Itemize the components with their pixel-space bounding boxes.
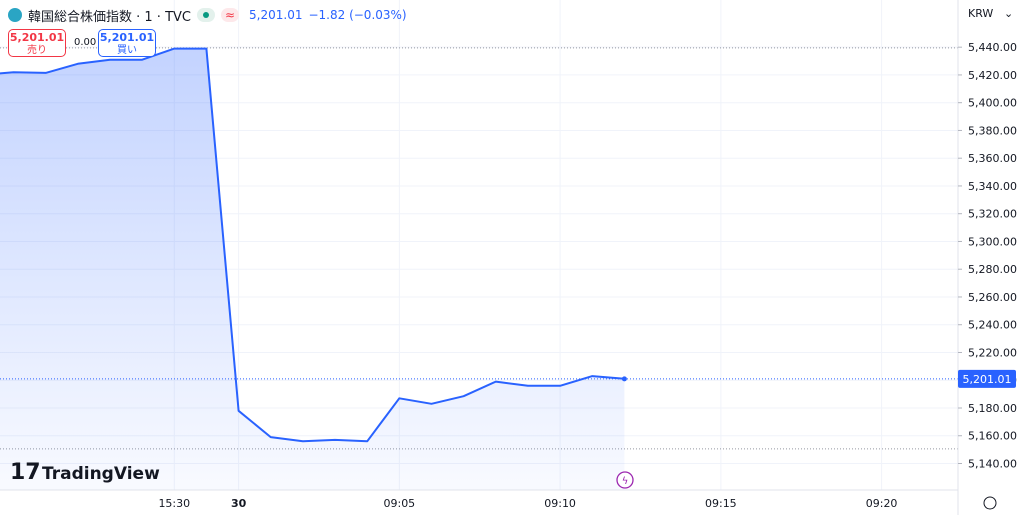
y-tick-label: 5,240.00 <box>968 319 1017 332</box>
sell-button[interactable]: 5,201.01 売り <box>8 29 66 57</box>
symbol-title: 韓国総合株価指数 · 1 · TVC <box>28 9 191 25</box>
settings-icon[interactable] <box>983 496 997 510</box>
y-tick-label: 5,160.00 <box>968 430 1017 443</box>
x-tick-label: 09:15 <box>705 497 737 510</box>
y-tick-label: 5,440.00 <box>968 41 1017 54</box>
y-tick-label: 5,140.00 <box>968 457 1017 470</box>
x-tick-label: 09:20 <box>866 497 898 510</box>
delay-status[interactable]: ≈ <box>220 8 240 22</box>
x-tick-label: 09:10 <box>544 497 576 510</box>
brand-logo: 17 TradingView <box>10 460 160 485</box>
area-fill <box>0 48 625 490</box>
y-tick-label: 5,300.00 <box>968 235 1017 248</box>
y-tick-label: 5,220.00 <box>968 346 1017 359</box>
x-tick-label: 15:30 <box>158 497 190 510</box>
header-price: 5,201.01 <box>249 8 303 22</box>
y-tick-label: 5,340.00 <box>968 180 1017 193</box>
y-tick-label: 5,280.00 <box>968 263 1017 276</box>
market-status[interactable] <box>196 8 215 22</box>
header: 韓国総合株価指数 · 1 · TVC ≈ 5,201.01 −1.82 (−0.… <box>0 0 407 30</box>
buy-price: 5,201.01 <box>99 31 155 44</box>
y-tick-label: 5,380.00 <box>968 124 1017 137</box>
brand-mark: 17 <box>10 460 41 485</box>
header-change: −1.82 (−0.03%) <box>308 8 407 22</box>
y-tick-label: 5,360.00 <box>968 152 1017 165</box>
event-icon-glyph: ϟ <box>622 476 629 487</box>
y-tick-label: 5,260.00 <box>968 291 1017 304</box>
x-tick-label: 09:05 <box>383 497 415 510</box>
y-tick-label: 5,420.00 <box>968 69 1017 82</box>
price-line <box>0 47 625 443</box>
brand-name: TradingView <box>42 464 160 484</box>
sell-label: 売り <box>27 45 47 56</box>
sell-price: 5,201.01 <box>9 31 65 44</box>
buy-button[interactable]: 5,201.01 買い <box>98 29 156 57</box>
y-tick-label: 5,400.00 <box>968 97 1017 110</box>
y-tick-label: 5,320.00 <box>968 208 1017 221</box>
symbol-logo <box>8 8 22 22</box>
x-tick-label: 30 <box>231 497 247 510</box>
event-icon[interactable] <box>616 471 634 489</box>
currency-menu[interactable]: ⌄ <box>1004 7 1013 20</box>
buy-label: 買い <box>117 45 137 56</box>
currency: KRW <box>968 7 993 20</box>
last-price-box <box>958 369 1016 388</box>
last-price-label: 5,201.01 <box>963 373 1012 386</box>
y-tick-label: 5,180.00 <box>968 402 1017 415</box>
spread: 0.00 <box>74 37 97 48</box>
